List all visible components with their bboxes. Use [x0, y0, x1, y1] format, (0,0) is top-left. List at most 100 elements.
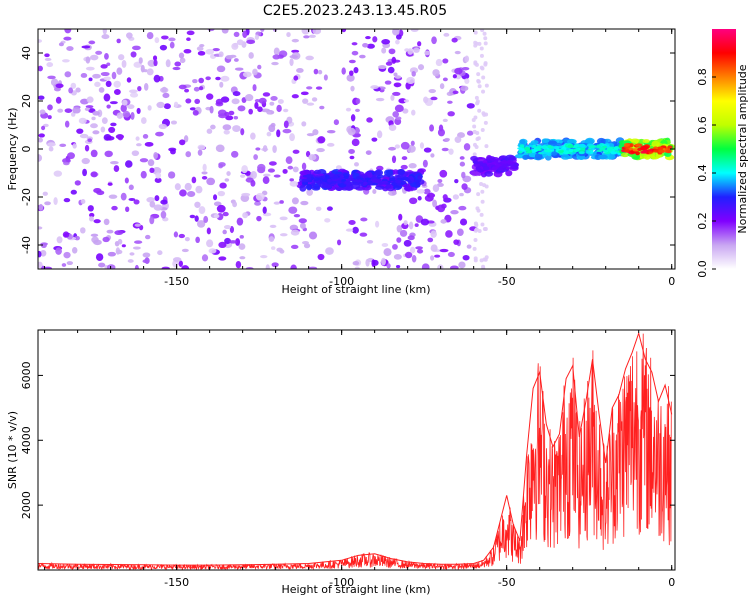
heatmap-cell: [472, 142, 477, 147]
heatmap-cell: [573, 148, 580, 152]
heatmap-cell: [462, 254, 470, 261]
heatmap-cell: [507, 155, 517, 161]
heatmap-cell: [252, 68, 258, 76]
heatmap-cell: [443, 32, 450, 37]
heatmap-cell: [326, 129, 336, 134]
heatmap-cell: [53, 197, 58, 206]
heatmap-cell: [130, 51, 137, 58]
heatmap-cell: [357, 179, 363, 183]
heatmap-cell: [181, 265, 190, 269]
heatmap-cell: [313, 169, 321, 175]
heatmap-cell: [466, 103, 475, 109]
heatmap-cell: [428, 88, 437, 94]
heatmap-cell: [461, 67, 470, 71]
heatmap-cell: [317, 69, 323, 75]
heatmap-cell: [154, 37, 160, 44]
heatmap-cell: [286, 32, 291, 38]
heatmap-cell: [359, 54, 366, 59]
heatmap-cell: [444, 137, 450, 142]
heatmap-cell: [173, 101, 179, 108]
heatmap-cell: [186, 191, 196, 197]
heatmap-cell: [599, 143, 605, 147]
heatmap-cell: [315, 206, 322, 211]
heatmap-cell: [117, 134, 124, 141]
heatmap-cell: [386, 263, 391, 269]
heatmap-cell: [395, 116, 402, 121]
heatmap-cell: [451, 37, 458, 43]
heatmap-cell: [219, 81, 224, 88]
heatmap-cell: [613, 146, 619, 151]
heatmap-cell: [135, 136, 140, 141]
heatmap-cell: [345, 107, 352, 112]
heatmap-cell: [270, 96, 278, 101]
heatmap-cell: [578, 151, 585, 155]
heatmap-cell: [172, 66, 181, 71]
heatmap-cell: [63, 197, 71, 203]
heatmap-cell: [547, 144, 552, 149]
heatmap-cell: [393, 253, 402, 260]
heatmap-cell: [63, 36, 72, 41]
heatmap-cell: [165, 59, 171, 68]
heatmap-cell: [276, 104, 282, 113]
heatmap-cell: [218, 256, 227, 261]
heatmap-cell: [172, 257, 182, 262]
heatmap-cell: [479, 65, 484, 70]
heatmap-cell: [93, 239, 102, 246]
heatmap-cell: [335, 180, 342, 184]
heatmap-cell: [398, 213, 403, 221]
snr-x-tick-label: -50: [498, 576, 516, 589]
heatmap-cell: [395, 265, 401, 269]
heatmap-cell: [216, 65, 226, 73]
heatmap-cell: [96, 190, 105, 196]
heatmap-cell: [109, 101, 118, 105]
snr-series-line: [38, 331, 673, 566]
heatmap-cell: [416, 182, 421, 186]
heatmap-cell: [101, 34, 110, 40]
heatmap-cell: [78, 117, 87, 124]
heatmap-cell: [47, 142, 56, 147]
heatmap-cell: [642, 139, 650, 144]
snr-y-axis-title: SNR (10 * v/v): [6, 411, 19, 489]
heatmap-cell: [364, 177, 372, 181]
heatmap-cell: [432, 69, 440, 77]
heatmap-cell: [154, 195, 160, 202]
heatmap-cell: [189, 107, 197, 111]
heatmap-cell: [248, 108, 253, 115]
heatmap-cell: [224, 237, 231, 245]
heatmap-cell: [531, 144, 537, 149]
heatmap-cell: [195, 236, 200, 244]
heatmap-cell: [140, 170, 147, 179]
heatmap-cell: [308, 231, 318, 240]
heatmap-cell: [414, 223, 419, 228]
heatmap-cell: [106, 264, 116, 269]
heatmap-cell: [161, 266, 170, 269]
heatmap-cell: [238, 243, 246, 250]
colorbar-tick-label: 0.0: [696, 260, 709, 278]
heatmap-cell: [477, 41, 482, 46]
heatmap-cell: [38, 65, 43, 72]
heatmap-cell: [292, 149, 300, 154]
heatmap-cell: [298, 218, 307, 224]
heatmap-cell: [257, 163, 266, 172]
heatmap-cell: [41, 125, 46, 131]
heatmap-cell: [653, 149, 659, 153]
heatmap-cell: [456, 228, 464, 236]
heatmap-cell: [253, 154, 258, 160]
heatmap-cell: [337, 239, 342, 246]
heatmap-cell: [648, 151, 653, 154]
heatmap-cell: [142, 134, 149, 139]
heatmap-cell: [46, 62, 54, 68]
heatmap-cell: [271, 262, 279, 268]
heatmap-cell: [66, 261, 74, 266]
heatmap-cell: [124, 177, 129, 184]
heatmap-cell: [351, 50, 359, 56]
snr-x-ticks: -150 -100 -50 0: [44, 330, 675, 589]
heatmap-cell: [460, 85, 469, 92]
heatmap-cell: [92, 130, 100, 135]
colorbar-title: Normalized spectral amplitude: [736, 64, 749, 233]
colorbar-tick-label: 0.4: [696, 164, 709, 182]
heatmap-cell: [647, 149, 654, 152]
heatmap-cell: [450, 210, 459, 215]
heatmap-cell: [461, 183, 468, 190]
